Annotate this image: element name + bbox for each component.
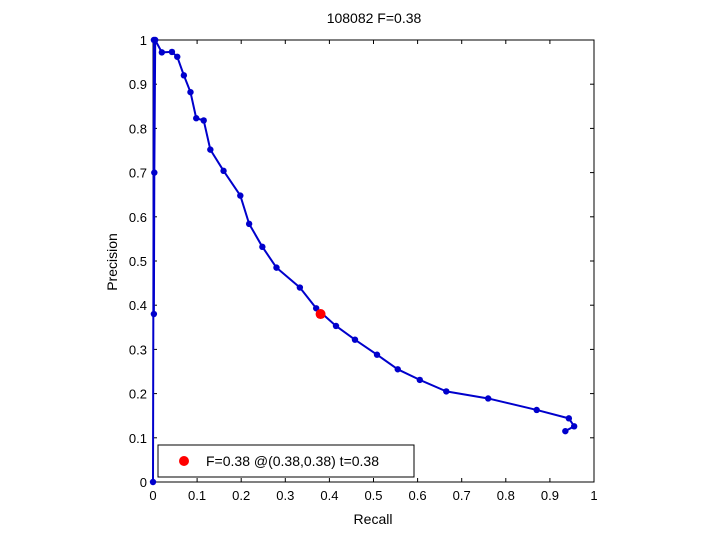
y-tick-label: 0.3 [129, 342, 147, 357]
pr-data-point [259, 243, 266, 251]
legend-box [157, 444, 415, 478]
x-axis-label: Recall [354, 511, 393, 527]
pr-data-point [296, 284, 304, 291]
y-tick-label: 0.1 [129, 431, 147, 446]
best-f-point [315, 309, 326, 320]
y-tick-label: 0.8 [129, 121, 147, 136]
y-tick-label: 0 [140, 475, 147, 490]
pr-data-point [484, 395, 492, 402]
y-tick-label: 0.9 [129, 77, 147, 92]
pr-data-point [373, 351, 381, 358]
legend: F=0.38 @(0.38,0.38) t=0.38 [157, 444, 415, 478]
pr-data-point [149, 478, 157, 486]
pr-data-point [394, 366, 401, 373]
x-tick-label: 0.6 [409, 488, 427, 503]
legend-marker [179, 456, 189, 466]
x-axis-ticks: 0 0.1 0.2 0.3 0.4 0.5 0.6 0.7 0.8 0.9 1 [149, 40, 598, 503]
x-tick-label: 0.2 [232, 488, 250, 503]
pr-data-point [443, 388, 450, 395]
x-tick-label: 0.7 [453, 488, 471, 503]
pr-data-point [187, 88, 194, 96]
pr-data-point [245, 220, 253, 228]
y-tick-label: 1 [140, 33, 147, 48]
pr-data-point [237, 192, 244, 199]
pr-data-point [220, 167, 227, 175]
y-axis-label: Precision [104, 233, 120, 291]
pr-data-point [193, 115, 200, 122]
x-tick-label: 0.1 [188, 488, 206, 503]
pr-data-point [312, 305, 320, 312]
legend-label: F=0.38 @(0.38,0.38) t=0.38 [206, 453, 379, 469]
pr-data-point [562, 427, 569, 435]
pr-data-point [570, 423, 578, 430]
pr-data-point [150, 310, 158, 318]
pr-data-point [332, 322, 340, 330]
pr-data-point [416, 376, 424, 384]
best-point-layer [315, 309, 326, 320]
x-tick-label: 0 [149, 488, 156, 503]
pr-data-point [180, 72, 188, 79]
y-tick-label: 0.7 [129, 166, 147, 181]
pr-data-point [533, 406, 540, 414]
pr-data-point [200, 117, 207, 124]
y-axis-ticks: 0 0.1 0.2 0.3 0.4 0.5 0.6 0.7 0.8 0.9 1 [129, 33, 594, 490]
axes [152, 39, 595, 483]
pr-data-point [351, 336, 359, 343]
pr-data-point [174, 53, 181, 60]
pr-data-point [565, 415, 573, 422]
pr-data-point [151, 169, 158, 176]
x-tick-label: 1 [590, 488, 597, 503]
x-tick-label: 0.5 [364, 488, 382, 503]
x-tick-label: 0.3 [276, 488, 294, 503]
pr-data-point [273, 264, 280, 271]
pr-data-point [207, 146, 214, 153]
y-tick-label: 0.2 [129, 387, 147, 402]
x-tick-label: 0.9 [541, 488, 559, 503]
chart-title: 108082 F=0.38 [327, 10, 422, 26]
y-tick-label: 0.5 [129, 254, 147, 269]
plot-area [153, 40, 594, 482]
x-tick-label: 0.4 [320, 488, 338, 503]
y-tick-label: 0.6 [129, 210, 147, 225]
pr-data-point [158, 49, 166, 56]
x-tick-label: 0.8 [497, 488, 515, 503]
series-layer [149, 36, 578, 486]
pr-data-point [152, 36, 159, 44]
pr-data-point [168, 48, 176, 56]
y-tick-label: 0.4 [129, 298, 147, 313]
